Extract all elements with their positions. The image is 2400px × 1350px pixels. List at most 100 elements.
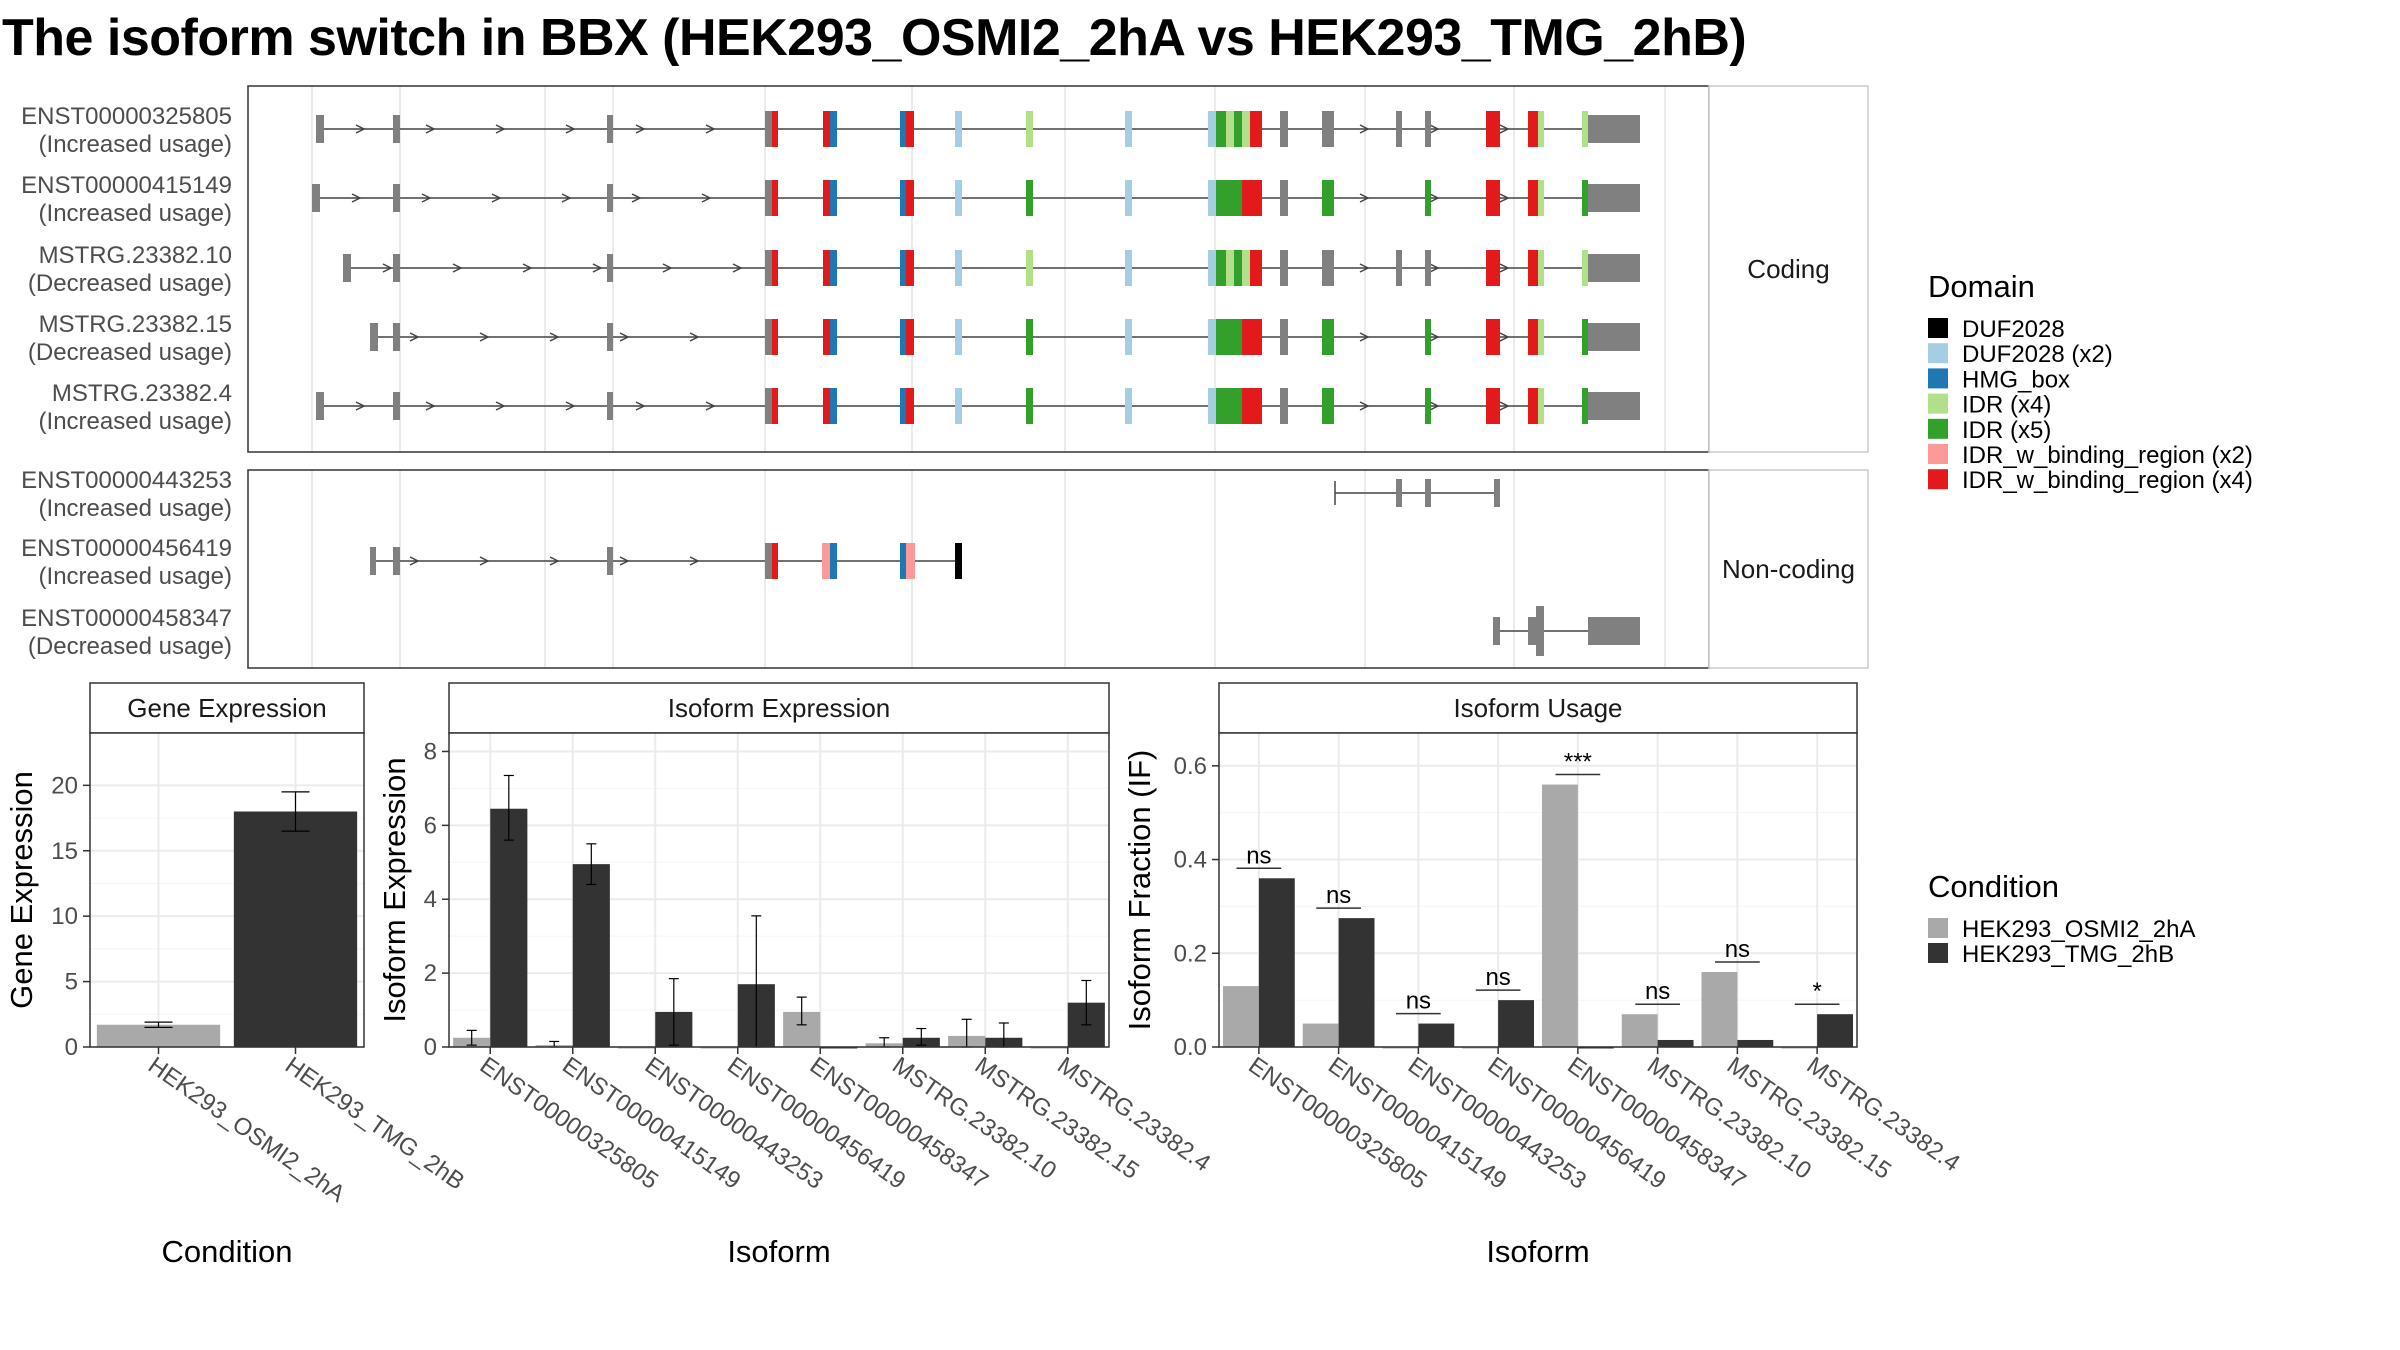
- coding-isoform-3-domain: [1026, 250, 1033, 286]
- coding-isoform-2-direction-arrow: [561, 193, 572, 203]
- coding-isoform-5-domain: [772, 388, 778, 424]
- coding-isoform-3-exon: [1280, 250, 1288, 286]
- coding-isoform-1-domain: [1026, 111, 1033, 147]
- coding-isoform-1-domain: [1234, 111, 1242, 147]
- coding-isoform-2-exon: [1425, 180, 1431, 216]
- coding-isoform-2-direction-arrow: [1359, 193, 1370, 203]
- coding-panel-strip-label: Coding: [1747, 254, 1829, 284]
- coding-isoform-3-exon: [607, 254, 613, 282]
- isoform-usage-y-tick-label: 0.4: [1174, 847, 1207, 874]
- noncoding-isoform-2-exon: [765, 543, 772, 579]
- coding-isoform-4-exon: [1322, 319, 1334, 355]
- coding-isoform-3-direction-arrow: [1499, 263, 1510, 273]
- coding-isoform-1-direction-arrow: [705, 124, 716, 134]
- isoform-expression-strip: [448, 682, 1110, 734]
- noncoding-isoform-2-exon: [370, 547, 376, 575]
- coding-isoform-3-domain: [1582, 250, 1588, 286]
- isoform-label-usage: (Increased usage): [39, 408, 232, 435]
- coding-isoform-4-domain: [1026, 319, 1033, 355]
- coding-isoform-1-exon: [1425, 111, 1431, 147]
- coding-isoform-4-exon: [393, 323, 400, 351]
- isoform-label-usage: (Increased usage): [39, 200, 232, 227]
- figure-title: The isoform switch in BBX (HEK293_OSMI2_…: [2, 9, 1747, 67]
- coding-isoform-3-exon: [1322, 250, 1334, 286]
- gene-expression-strip: [89, 682, 365, 734]
- coding-isoform-1-domain: [900, 111, 906, 147]
- coding-isoform-5-direction-arrow: [355, 401, 366, 411]
- isoform-usage-significance-label: ns: [1246, 842, 1271, 869]
- isoform-label-id: ENST00000415149: [21, 172, 232, 199]
- coding-isoform-5-domain: [823, 388, 830, 424]
- coding-isoform-1-domain: [1226, 111, 1234, 147]
- coding-isoform-2-exon: [312, 184, 320, 212]
- coding-panel-background: [248, 86, 1709, 452]
- isoform-usage-bar: [1737, 1039, 1774, 1047]
- coding-isoform-1-domain: [1242, 111, 1250, 147]
- coding-panel-strip: [1708, 85, 1869, 453]
- coding-isoform-3-direction-arrow: [382, 263, 393, 273]
- coding-isoform-3-direction-arrow: [592, 263, 603, 273]
- domain-legend-title: Domain: [1928, 269, 2035, 304]
- domain-legend-swatch: [1928, 469, 1948, 490]
- noncoding-isoform-3-exon: [1528, 617, 1536, 645]
- coding-isoform-4-domain: [1250, 319, 1262, 355]
- coding-isoform-5-domain: [1582, 388, 1588, 424]
- noncoding-isoform-3-utr: [1588, 617, 1640, 645]
- coding-isoform-4-direction-arrow: [1359, 332, 1370, 342]
- isoform-label-usage: (Increased usage): [39, 495, 232, 522]
- isoform-usage-bar: [1498, 1000, 1535, 1047]
- coding-isoform-1-exon: [1396, 111, 1402, 147]
- coding-isoform-1-direction-arrow: [565, 124, 576, 134]
- isoform-expression-y-tick-label: 0: [424, 1034, 437, 1061]
- coding-isoform-1-direction-arrow: [425, 124, 436, 134]
- coding-isoform-5-exon: [316, 392, 324, 420]
- coding-isoform-1-domain: [1582, 111, 1588, 147]
- gene-expression-y-tick-label: 5: [65, 969, 78, 996]
- coding-isoform-3-domain: [1250, 250, 1262, 286]
- isoform-expression-frame: [448, 732, 1110, 1048]
- coding-isoform-5-domain: [1216, 388, 1226, 424]
- coding-isoform-2-direction-arrow: [631, 193, 642, 203]
- isoform-usage-bar: [1541, 784, 1578, 1047]
- coding-isoform-5-domain: [1486, 388, 1500, 424]
- isoform-expression-bar: [572, 864, 610, 1047]
- noncoding-isoform-2-exon: [607, 547, 613, 575]
- isoform-expression-strip-title: Isoform Expression: [668, 693, 891, 723]
- domain-legend-label: IDR (x4): [1962, 392, 2051, 419]
- coding-isoform-2-domain: [1026, 180, 1033, 216]
- isoform-usage-significance-label: ***: [1564, 749, 1592, 776]
- coding-isoform-5-domain: [1208, 388, 1216, 424]
- isoform-usage-frame: [1218, 732, 1858, 1048]
- coding-isoform-4-exon: [1280, 319, 1288, 355]
- condition-legend-swatch: [1928, 918, 1948, 938]
- isoform-labels: ENST00000325805(Increased usage)ENST0000…: [21, 103, 232, 660]
- isoform-usage-plot-background: [1219, 733, 1857, 1047]
- isoform-expression-y-tick-label: 6: [424, 812, 437, 839]
- domain-legend-swatch: [1928, 444, 1948, 464]
- coding-isoform-2-exon: [1322, 180, 1334, 216]
- coding-isoform-4-exon: [1425, 319, 1431, 355]
- coding-isoform-1-direction-arrow: [495, 124, 506, 134]
- coding-isoform-5-direction-arrow: [1429, 401, 1440, 411]
- coding-isoform-1-domain: [1250, 111, 1262, 147]
- isoform-usage-bar: [1258, 878, 1295, 1047]
- coding-isoform-4-domain: [1234, 319, 1242, 355]
- coding-isoform-1-domain: [830, 111, 837, 147]
- coding-isoform-2-direction-arrow: [351, 193, 362, 203]
- isoform-usage-bar: [1657, 1039, 1694, 1047]
- isoform-label-id: ENST00000456419: [21, 535, 232, 562]
- coding-isoform-3-domain: [1234, 250, 1242, 286]
- coding-isoform-5-domain: [900, 388, 906, 424]
- coding-isoform-4-domain: [1582, 319, 1588, 355]
- coding-isoform-3-direction-arrow: [1429, 263, 1440, 273]
- isoform-usage-bar: [1621, 1014, 1658, 1047]
- coding-isoform-4-direction-arrow: [619, 332, 630, 342]
- coding-isoform-4-domain: [823, 319, 830, 355]
- coding-isoform-1-domain: [1528, 111, 1538, 147]
- isoform-label-id: MSTRG.23382.10: [39, 242, 232, 269]
- isoform-usage-bar: [1302, 1023, 1339, 1047]
- domain-legend-label: IDR_w_binding_region (x4): [1962, 467, 2253, 494]
- coding-isoform-4-domain: [772, 319, 778, 355]
- noncoding-panel-background: [248, 470, 1709, 668]
